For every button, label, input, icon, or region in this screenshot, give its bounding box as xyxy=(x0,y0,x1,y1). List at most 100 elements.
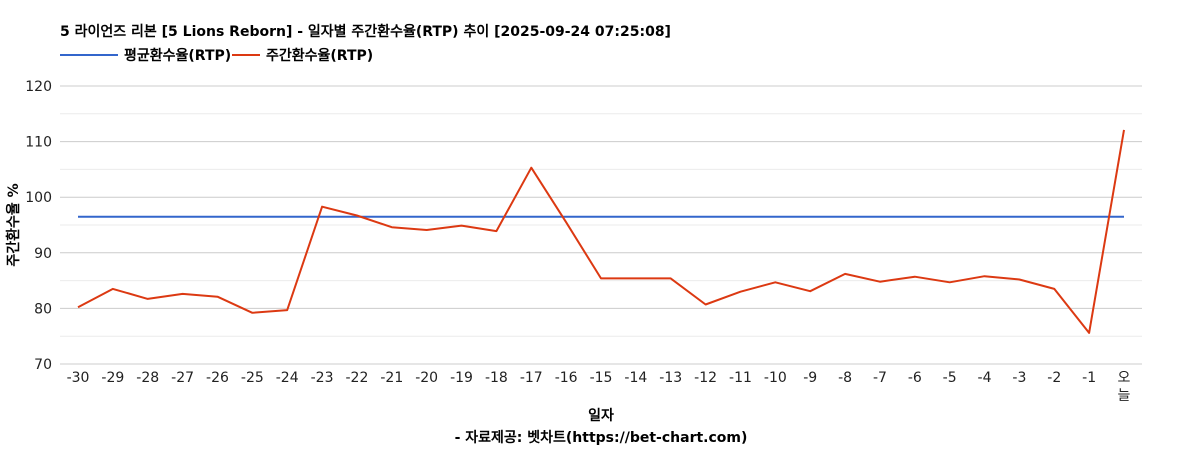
data-point-average[interactable] xyxy=(214,214,220,220)
data-point-weekly[interactable] xyxy=(180,291,186,297)
data-point-weekly[interactable] xyxy=(772,279,778,285)
data-point-average[interactable] xyxy=(493,214,499,220)
x-tick-label: -25 xyxy=(241,370,264,386)
data-point-average[interactable] xyxy=(459,214,465,220)
x-tick-label: -11 xyxy=(729,370,752,386)
x-axis-ticks: -30 -29 -28 -27 -26 -25 -24 -23 -22 -21 -20 -19 -18-… xyxy=(67,370,1131,404)
x-tick-label: -17 xyxy=(520,370,543,386)
data-point-weekly[interactable] xyxy=(214,294,220,300)
data-point-weekly[interactable] xyxy=(703,302,709,308)
x-tick-label: -10 xyxy=(764,370,787,386)
data-point-average[interactable] xyxy=(877,214,883,220)
data-point-weekly[interactable] xyxy=(912,274,918,280)
x-tick-label: -24 xyxy=(276,370,299,386)
x-tick-label: -13 xyxy=(659,370,682,386)
data-point-weekly[interactable] xyxy=(1121,127,1127,133)
data-point-weekly[interactable] xyxy=(459,223,465,229)
x-tick-label: -9 xyxy=(803,370,817,386)
chart-title: 5 라이언즈 리본 [5 Lions Reborn] - 일자별 주간환수율(R… xyxy=(60,23,671,40)
data-point-weekly[interactable] xyxy=(982,273,988,279)
data-point-average[interactable] xyxy=(912,214,918,220)
x-tick-label: -27 xyxy=(171,370,194,386)
data-point-weekly[interactable] xyxy=(249,310,255,316)
data-point-average[interactable] xyxy=(982,214,988,220)
x-tick-label: -19 xyxy=(450,370,473,386)
y-tick-label: 80 xyxy=(34,301,52,317)
data-point-average[interactable] xyxy=(180,214,186,220)
x-tick-label: -5 xyxy=(943,370,957,386)
data-point-average[interactable] xyxy=(110,214,116,220)
x-tick-label: -2 xyxy=(1047,370,1061,386)
data-point-weekly[interactable] xyxy=(75,304,81,310)
y-tick-label: 110 xyxy=(25,135,52,151)
y-axis-label: 주간환수율 % xyxy=(5,183,22,266)
data-point-weekly[interactable] xyxy=(354,213,360,219)
data-point-weekly[interactable] xyxy=(947,279,953,285)
x-tick-label: -1 xyxy=(1082,370,1096,386)
data-point-weekly[interactable] xyxy=(842,271,848,277)
legend-label-average: 평균환수율(RTP) xyxy=(124,47,231,64)
x-tick-label: -12 xyxy=(694,370,717,386)
data-point-average[interactable] xyxy=(842,214,848,220)
x-tick-label: -21 xyxy=(380,370,403,386)
x-axis-label: 일자 xyxy=(588,408,614,424)
x-tick-label: -14 xyxy=(624,370,647,386)
data-point-weekly[interactable] xyxy=(110,286,116,292)
data-point-weekly[interactable] xyxy=(598,275,604,281)
data-point-average[interactable] xyxy=(633,214,639,220)
data-point-average[interactable] xyxy=(249,214,255,220)
data-point-weekly[interactable] xyxy=(633,275,639,281)
x-tick-label: -20 xyxy=(415,370,438,386)
data-point-weekly[interactable] xyxy=(493,228,499,234)
data-point-average[interactable] xyxy=(1051,214,1057,220)
data-point-average[interactable] xyxy=(145,214,151,220)
data-point-weekly[interactable] xyxy=(528,165,534,171)
x-tick-label: -3 xyxy=(1012,370,1026,386)
x-tick-label: -6 xyxy=(908,370,922,386)
data-point-weekly[interactable] xyxy=(284,307,290,313)
data-point-weekly[interactable] xyxy=(389,224,395,230)
x-tick-label: -4 xyxy=(978,370,992,386)
x-tick-label: -28 xyxy=(136,370,159,386)
data-point-weekly[interactable] xyxy=(1051,286,1057,292)
data-point-average[interactable] xyxy=(598,214,604,220)
data-point-weekly[interactable] xyxy=(319,204,325,210)
data-point-weekly[interactable] xyxy=(737,289,743,295)
data-point-average[interactable] xyxy=(947,214,953,220)
data-point-weekly[interactable] xyxy=(877,279,883,285)
x-tick-label: -15 xyxy=(590,370,613,386)
data-point-weekly[interactable] xyxy=(145,296,151,302)
data-point-average[interactable] xyxy=(703,214,709,220)
y-axis-ticks: 70 80 90 100 110 120 xyxy=(25,79,52,373)
data-point-average[interactable] xyxy=(389,214,395,220)
data-point-weekly[interactable] xyxy=(668,275,674,281)
data-point-average[interactable] xyxy=(284,214,290,220)
data-point-weekly[interactable] xyxy=(1016,276,1022,282)
data-point-average[interactable] xyxy=(772,214,778,220)
x-tick-label: -26 xyxy=(206,370,229,386)
data-point-weekly[interactable] xyxy=(807,288,813,294)
data-point-average[interactable] xyxy=(737,214,743,220)
data-point-weekly[interactable] xyxy=(1086,330,1092,336)
data-point-average[interactable] xyxy=(807,214,813,220)
data-point-average[interactable] xyxy=(1086,214,1092,220)
data-point-average[interactable] xyxy=(668,214,674,220)
x-tick-label: -16 xyxy=(555,370,578,386)
data-point-average[interactable] xyxy=(424,214,430,220)
data-point-average[interactable] xyxy=(75,214,81,220)
data-point-average[interactable] xyxy=(1016,214,1022,220)
grid xyxy=(60,85,1142,365)
x-tick-label: -18 xyxy=(485,370,508,386)
y-tick-label: 90 xyxy=(34,246,52,262)
data-point-weekly[interactable] xyxy=(424,227,430,233)
x-tick-label: -22 xyxy=(345,370,368,386)
data-point-weekly[interactable] xyxy=(563,219,569,225)
x-tick-label: -23 xyxy=(311,370,334,386)
series-lines xyxy=(75,127,1127,336)
source-credit: - 자료제공: 벳차트(https://bet-chart.com) xyxy=(455,429,748,446)
data-point-average[interactable] xyxy=(528,214,534,220)
series-line-weekly xyxy=(77,129,1125,334)
data-point-average[interactable] xyxy=(1121,214,1127,220)
